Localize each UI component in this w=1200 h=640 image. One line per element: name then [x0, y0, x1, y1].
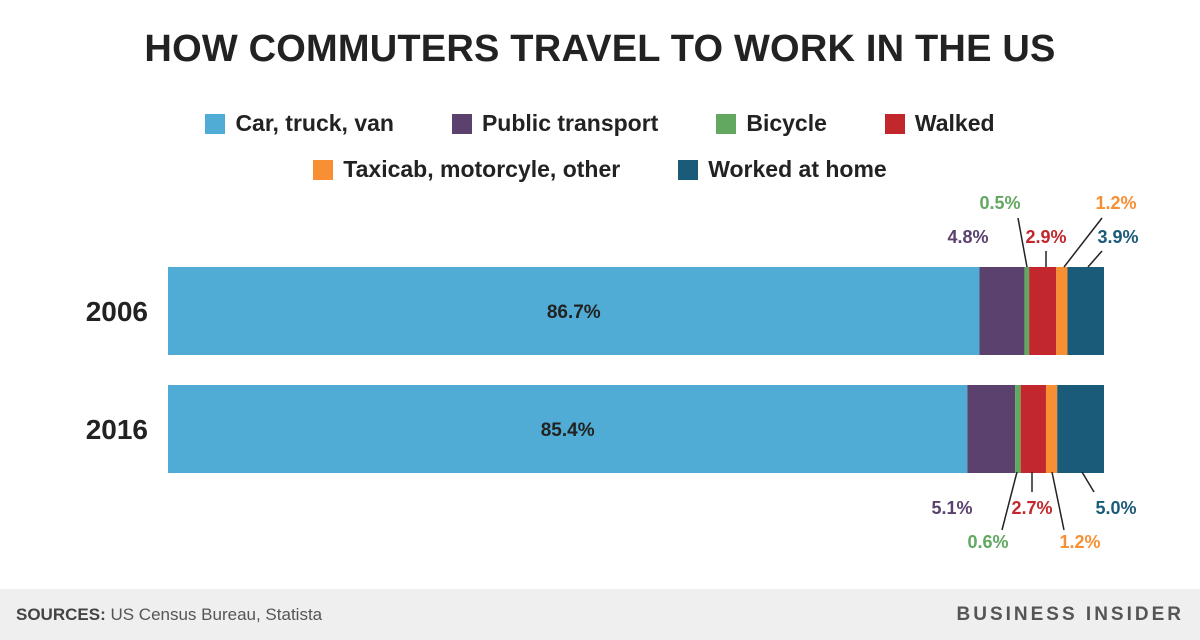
data-label-car-truck-van-2006: 86.7% — [547, 302, 601, 323]
bar-segment-public-transport-2006 — [979, 267, 1025, 355]
leader-line-worked-at-home-2006 — [1087, 250, 1103, 268]
legend-item-bicycle: Bicycle — [716, 110, 827, 137]
stacked-bar-chart: 2006 86.7% 4.8% 0.5%2.9% 1.2% 3.9% 2016 85.4% 5.… — [86, 193, 1139, 552]
data-label-bicycle-2016: 0.6% — [967, 532, 1008, 552]
sources-text: SOURCES: US Census Bureau, Statista — [16, 605, 322, 625]
bar-segment-public-transport-2016 — [967, 385, 1016, 473]
bar-segment-walked-2016 — [1020, 385, 1046, 473]
legend-label-bicycle: Bicycle — [746, 110, 827, 136]
category-label-2006: 2006 — [86, 296, 148, 327]
legend-item-public-transport: Public transport — [451, 110, 659, 137]
legend-item-worked-at-home: Worked at home — [678, 156, 887, 183]
legend-swatch-walked — [884, 113, 905, 134]
bar-segment-worked-at-home-2006 — [1067, 267, 1104, 355]
bar-segment-worked-at-home-2016 — [1057, 385, 1104, 473]
data-label-walked-2016: 2.7% — [1011, 498, 1052, 518]
data-label-public-transport-2016: 5.1% — [931, 498, 972, 518]
sources-value: US Census Bureau, Statista — [105, 605, 323, 624]
leader-line-taxicab-motorcyle-other-2006 — [1063, 217, 1103, 268]
data-label-walked-2006: 2.9% — [1025, 227, 1066, 247]
legend-item-walked: Walked — [884, 110, 995, 137]
legend-swatch-public-transport — [451, 113, 472, 134]
legend-label-public-transport: Public transport — [481, 110, 659, 136]
legend-item-car: Car, truck, van — [205, 110, 394, 137]
bar-segment-car-truck-van-2006 — [168, 267, 980, 355]
bar-segment-walked-2006 — [1029, 267, 1057, 355]
legend-swatch-worked-at-home — [678, 159, 699, 180]
category-label-2016: 2016 — [86, 414, 148, 445]
leader-line-worked-at-home-2016 — [1081, 471, 1095, 493]
bar-segment-taxicab-motorcyle-other-2006 — [1056, 267, 1068, 355]
bar-segment-car-truck-van-2016 — [168, 385, 968, 473]
leader-line-bicycle-2016 — [1001, 471, 1018, 531]
data-label-worked-at-home-2016: 5.0% — [1095, 498, 1136, 518]
legend-row-2: Taxicab, motorcyle, other Worked at home — [0, 156, 1200, 183]
brand-logo: BUSINESS INSIDER — [956, 604, 1184, 625]
legend-label-car: Car, truck, van — [235, 110, 394, 136]
data-label-public-transport-2006: 4.8% — [947, 227, 988, 247]
chart-title: HOW COMMUTERS TRAVEL TO WORK IN THE US — [144, 28, 1056, 70]
legend-item-taxicab: Taxicab, motorcyle, other — [313, 156, 620, 183]
leader-line-taxicab-motorcyle-other-2016 — [1051, 471, 1065, 531]
sources-label: SOURCES: — [16, 605, 106, 624]
data-label-taxicab-motorcyle-other-2006: 1.2% — [1095, 193, 1136, 213]
data-label-taxicab-motorcyle-other-2016: 1.2% — [1059, 532, 1100, 552]
legend-row-1: Car, truck, van Public transport Bicycle… — [0, 110, 1200, 137]
legend-swatch-car — [205, 113, 226, 134]
data-label-car-truck-van-2016: 85.4% — [541, 420, 595, 441]
leader-line-bicycle-2006 — [1017, 217, 1028, 268]
bar-segment-taxicab-motorcyle-other-2016 — [1045, 385, 1058, 473]
data-label-bicycle-2006: 0.5% — [979, 193, 1020, 213]
bar-segment-bicycle-2016 — [1015, 385, 1021, 473]
legend-swatch-bicycle — [716, 113, 737, 134]
bar-segment-bicycle-2006 — [1024, 267, 1030, 355]
legend-label-taxicab: Taxicab, motorcyle, other — [343, 156, 621, 182]
legend-label-walked: Walked — [914, 110, 995, 136]
footer: SOURCES: US Census Bureau, Statista BUSI… — [0, 589, 1200, 640]
legend-label-worked-at-home: Worked at home — [708, 156, 887, 182]
data-label-worked-at-home-2006: 3.9% — [1097, 227, 1138, 247]
legend-swatch-taxicab — [313, 159, 334, 180]
